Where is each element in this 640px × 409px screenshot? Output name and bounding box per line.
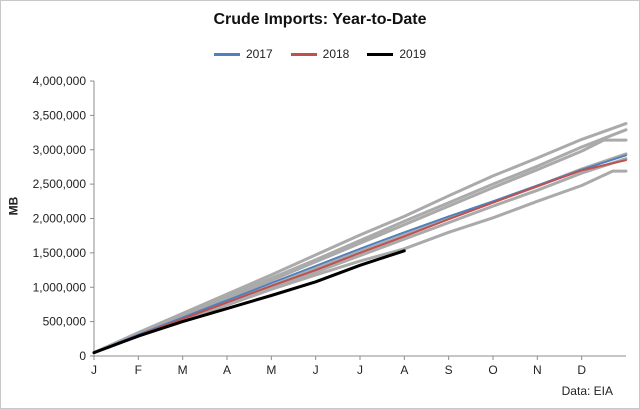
legend-item-2017: 2017 bbox=[213, 47, 273, 61]
x-tick-label: S bbox=[445, 363, 453, 377]
x-tick-label: M bbox=[266, 363, 276, 377]
data-source-note: Data: EIA bbox=[561, 384, 613, 398]
y-tick-label: 1,000,000 bbox=[33, 280, 87, 294]
chart-legend: 2017 2018 2019 bbox=[1, 47, 639, 61]
legend-item-2018: 2018 bbox=[290, 47, 350, 61]
x-tick-label: A bbox=[223, 363, 231, 377]
x-tick-label: D bbox=[577, 363, 586, 377]
series-line-history-6 bbox=[92, 169, 628, 355]
legend-swatch-2019 bbox=[367, 52, 394, 56]
y-tick-label: 1,500,000 bbox=[33, 246, 87, 260]
legend-swatch-2018 bbox=[290, 52, 317, 56]
y-tick-label: 4,000,000 bbox=[33, 74, 87, 88]
legend-item-2019: 2019 bbox=[367, 47, 426, 61]
x-tick-label: N bbox=[533, 363, 542, 377]
x-tick-label: M bbox=[178, 363, 188, 377]
x-tick-label: J bbox=[91, 363, 97, 377]
series-line-history-3 bbox=[92, 138, 628, 355]
legend-label-2018: 2018 bbox=[322, 47, 350, 61]
legend-label-2017: 2017 bbox=[245, 47, 273, 61]
x-tick-label: F bbox=[135, 363, 142, 377]
legend-swatch-2017 bbox=[213, 52, 240, 56]
legend-label-2019: 2019 bbox=[399, 47, 427, 61]
y-tick-label: 3,000,000 bbox=[33, 143, 87, 157]
x-tick-label: J bbox=[357, 363, 363, 377]
x-tick-label: J bbox=[313, 363, 319, 377]
x-tick-label: A bbox=[400, 363, 408, 377]
y-tick-label: 2,000,000 bbox=[33, 212, 87, 226]
series-line-2019 bbox=[92, 249, 406, 355]
y-tick-label: 0 bbox=[79, 349, 86, 363]
x-tick-label: O bbox=[488, 363, 497, 377]
series-line-2018 bbox=[93, 159, 627, 354]
y-tick-label: 500,000 bbox=[43, 315, 87, 329]
y-tick-label: 3,500,000 bbox=[33, 108, 87, 122]
y-tick-label: 2,500,000 bbox=[33, 177, 87, 191]
chart-title: Crude Imports: Year-to-Date bbox=[213, 11, 427, 28]
